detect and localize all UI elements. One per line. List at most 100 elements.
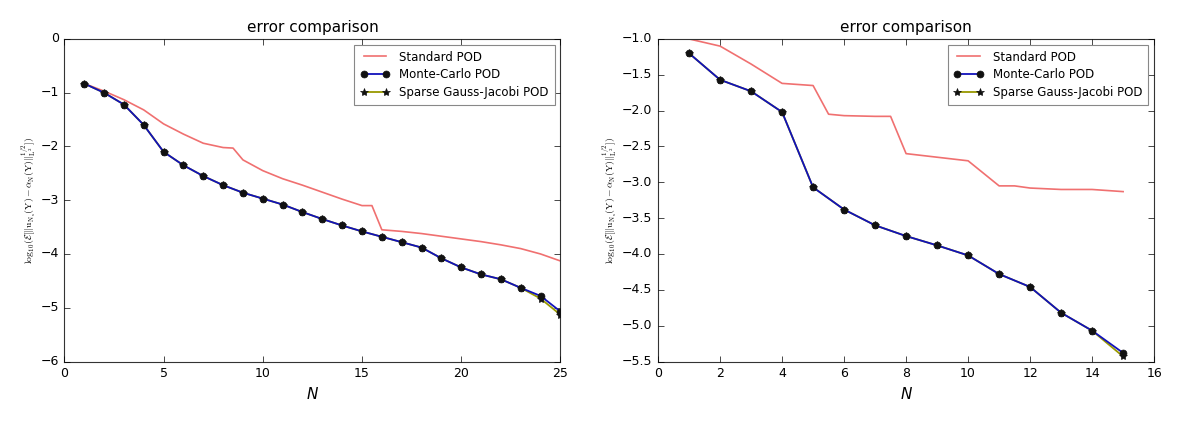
Monte-Carlo POD xyxy=(806,185,820,190)
Monte-Carlo POD xyxy=(533,293,547,298)
Sparse Gauss-Jacobi POD xyxy=(1022,284,1037,289)
Monte-Carlo POD xyxy=(961,253,975,258)
Sparse Gauss-Jacobi POD xyxy=(1085,328,1099,333)
Sparse Gauss-Jacobi POD xyxy=(494,277,508,282)
Monte-Carlo POD xyxy=(196,173,210,179)
Standard POD xyxy=(97,89,111,94)
Standard POD xyxy=(196,141,210,146)
Standard POD xyxy=(176,132,190,137)
Sparse Gauss-Jacobi POD xyxy=(316,216,330,222)
Sparse Gauss-Jacobi POD xyxy=(236,190,251,195)
Sparse Gauss-Jacobi POD xyxy=(434,256,448,261)
Standard POD xyxy=(1022,186,1037,191)
Sparse Gauss-Jacobi POD xyxy=(255,196,269,201)
Sparse Gauss-Jacobi POD xyxy=(395,240,409,245)
Sparse Gauss-Jacobi POD xyxy=(775,110,790,115)
Monte-Carlo POD xyxy=(837,207,851,212)
Standard POD xyxy=(514,246,528,251)
Sparse Gauss-Jacobi POD xyxy=(868,223,882,228)
Sparse Gauss-Jacobi POD xyxy=(216,183,230,188)
Standard POD xyxy=(713,43,727,49)
Monte-Carlo POD xyxy=(992,271,1006,276)
Sparse Gauss-Jacobi POD xyxy=(1116,354,1130,359)
Standard POD xyxy=(806,83,820,88)
Sparse Gauss-Jacobi POD xyxy=(806,185,820,190)
Monte-Carlo POD xyxy=(176,163,190,168)
Standard POD xyxy=(1085,187,1099,192)
Y-axis label: $\rm{log}_{10}(\mathcal{E}[\|u_{N_s}(Y)-\alpha_N(Y)\|_{L^2}^{1/2}])$: $\rm{log}_{10}(\mathcal{E}[\|u_{N_s}(Y)-… xyxy=(602,137,619,264)
Monte-Carlo POD xyxy=(1116,350,1130,355)
Standard POD xyxy=(316,189,330,195)
Sparse Gauss-Jacobi POD xyxy=(992,271,1006,276)
Sparse Gauss-Jacobi POD xyxy=(533,296,547,301)
Monte-Carlo POD xyxy=(216,183,230,188)
Standard POD xyxy=(992,183,1006,188)
Monte-Carlo POD xyxy=(375,234,389,239)
Title: error comparison: error comparison xyxy=(840,20,972,35)
Standard POD xyxy=(743,62,758,67)
Standard POD xyxy=(494,242,508,247)
Standard POD xyxy=(296,183,310,188)
Sparse Gauss-Jacobi POD xyxy=(930,243,944,248)
Legend: Standard POD, Monte-Carlo POD, Sparse Gauss-Jacobi POD: Standard POD, Monte-Carlo POD, Sparse Ga… xyxy=(355,45,554,105)
Sparse Gauss-Jacobi POD xyxy=(743,89,758,94)
Standard POD xyxy=(275,176,290,181)
Monte-Carlo POD xyxy=(900,233,914,238)
Standard POD xyxy=(553,258,567,263)
Standard POD xyxy=(533,252,547,257)
Standard POD xyxy=(365,203,379,208)
Sparse Gauss-Jacobi POD xyxy=(97,90,111,95)
X-axis label: N: N xyxy=(901,387,911,402)
Sparse Gauss-Jacobi POD xyxy=(514,285,528,290)
Standard POD xyxy=(837,113,851,118)
Monte-Carlo POD xyxy=(395,240,409,245)
Standard POD xyxy=(236,157,251,162)
Sparse Gauss-Jacobi POD xyxy=(176,163,190,168)
Monte-Carlo POD xyxy=(494,277,508,282)
Standard POD xyxy=(900,151,914,156)
Standard POD xyxy=(454,236,468,241)
Monte-Carlo POD xyxy=(868,223,882,228)
Monte-Carlo POD xyxy=(137,122,151,127)
Monte-Carlo POD xyxy=(275,202,290,207)
Y-axis label: $\rm{log}_{10}(\mathcal{E}[\|u_{N_s}(Y)-\alpha_N(Y)\|_{L^2}^{1/2}])$: $\rm{log}_{10}(\mathcal{E}[\|u_{N_s}(Y)-… xyxy=(20,137,38,264)
Standard POD xyxy=(1116,189,1130,194)
Standard POD xyxy=(775,81,790,86)
Standard POD xyxy=(255,168,269,173)
Sparse Gauss-Jacobi POD xyxy=(553,312,567,317)
Standard POD xyxy=(682,36,696,41)
Sparse Gauss-Jacobi POD xyxy=(713,77,727,82)
Monte-Carlo POD xyxy=(1085,328,1099,333)
Standard POD xyxy=(434,234,448,239)
Sparse Gauss-Jacobi POD xyxy=(196,173,210,179)
Standard POD xyxy=(375,227,389,233)
Title: error comparison: error comparison xyxy=(247,20,378,35)
Monte-Carlo POD xyxy=(682,51,696,56)
Sparse Gauss-Jacobi POD xyxy=(355,229,369,234)
Sparse Gauss-Jacobi POD xyxy=(415,245,429,250)
Standard POD xyxy=(77,81,91,86)
Standard POD xyxy=(821,112,836,117)
Monte-Carlo POD xyxy=(236,190,251,195)
Monte-Carlo POD xyxy=(77,81,91,86)
Sparse Gauss-Jacobi POD xyxy=(156,149,170,154)
Monte-Carlo POD xyxy=(474,272,488,277)
Standard POD xyxy=(474,239,488,244)
Standard POD xyxy=(216,145,230,150)
Standard POD xyxy=(1054,187,1069,192)
Standard POD xyxy=(355,203,369,208)
Sparse Gauss-Jacobi POD xyxy=(117,102,131,107)
Monte-Carlo POD xyxy=(316,216,330,222)
Monte-Carlo POD xyxy=(97,90,111,95)
Sparse Gauss-Jacobi POD xyxy=(375,234,389,239)
Standard POD xyxy=(137,107,151,112)
Sparse Gauss-Jacobi POD xyxy=(474,272,488,277)
Monte-Carlo POD xyxy=(454,265,468,270)
Monte-Carlo POD xyxy=(1022,284,1037,289)
Line: Sparse Gauss-Jacobi POD: Sparse Gauss-Jacobi POD xyxy=(80,79,565,319)
Standard POD xyxy=(395,229,409,234)
Standard POD xyxy=(868,114,882,119)
Sparse Gauss-Jacobi POD xyxy=(137,122,151,127)
Line: Monte-Carlo POD: Monte-Carlo POD xyxy=(686,50,1126,356)
Monte-Carlo POD xyxy=(296,209,310,214)
